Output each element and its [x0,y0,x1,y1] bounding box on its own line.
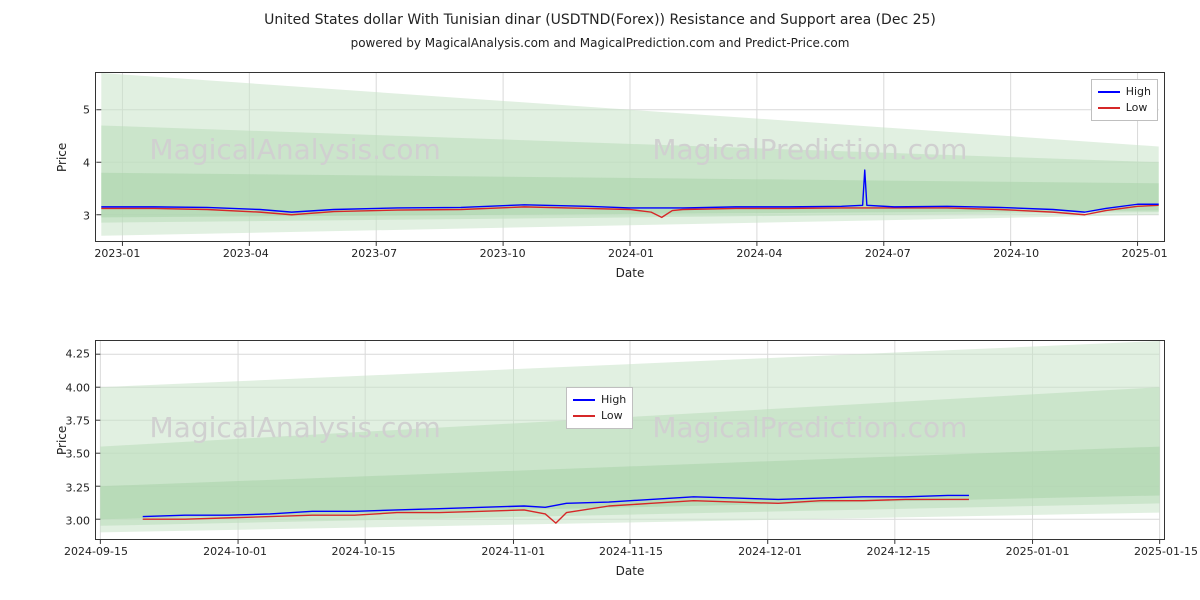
y-axis-label: Price [55,143,69,172]
x-tick-label: 2023-01 [94,241,140,260]
x-tick-label: 2023-07 [351,241,397,260]
figure: United States dollar With Tunisian dinar… [0,0,1200,600]
x-tick-label: 2025-01-15 [1134,539,1198,558]
y-tick-label: 4.00 [66,381,97,394]
y-tick-label: 4.25 [66,348,97,361]
chart-plot-top [96,73,1164,241]
x-tick-label: 2024-10-15 [332,539,396,558]
x-axis-label: Date [95,266,1165,280]
x-axis-label: Date [95,564,1165,578]
x-tick-label: 2023-04 [223,241,269,260]
y-tick-label: 3.00 [66,515,97,528]
x-tick-label: 2025-01 [1122,241,1168,260]
legend-item-high: High [573,392,626,408]
x-tick-label: 2024-12-15 [867,539,931,558]
x-tick-label: 2025-01-01 [1006,539,1070,558]
legend-swatch [573,415,595,417]
legend: High Low [1091,79,1158,121]
legend-swatch [1098,107,1120,109]
x-tick-label: 2024-12-01 [738,539,802,558]
x-tick-label: 2024-10-01 [203,539,267,558]
legend-item-low: Low [1098,100,1151,116]
legend-swatch [573,399,595,401]
legend-label: High [1126,84,1151,100]
x-tick-label: 2024-04 [736,241,782,260]
x-tick-label: 2024-01 [608,241,654,260]
chart-plot-bottom [96,341,1164,539]
x-tick-label: 2024-07 [865,241,911,260]
y-axis-label: Price [55,426,69,455]
y-tick-label: 4 [83,157,96,170]
x-tick-label: 2023-10 [480,241,526,260]
chart-panel-top: MagicalAnalysis.com MagicalPrediction.co… [95,72,1165,242]
legend-label: Low [1126,100,1148,116]
chart-subtitle: powered by MagicalAnalysis.com and Magic… [0,36,1200,50]
y-tick-label: 3.75 [66,415,97,428]
y-tick-label: 3.25 [66,481,97,494]
chart-panel-bottom: MagicalAnalysis.com MagicalPrediction.co… [95,340,1165,540]
y-tick-label: 3.50 [66,448,97,461]
x-tick-label: 2024-11-15 [599,539,663,558]
legend: High Low [566,387,633,429]
x-tick-label: 2024-11-01 [481,539,545,558]
x-tick-label: 2024-10 [993,241,1039,260]
legend-item-low: Low [573,408,626,424]
legend-swatch [1098,91,1120,93]
legend-label: High [601,392,626,408]
y-tick-label: 3 [83,210,96,223]
y-tick-label: 5 [83,104,96,117]
x-tick-label: 2024-09-15 [64,539,128,558]
legend-label: Low [601,408,623,424]
chart-title: United States dollar With Tunisian dinar… [0,12,1200,28]
legend-item-high: High [1098,84,1151,100]
